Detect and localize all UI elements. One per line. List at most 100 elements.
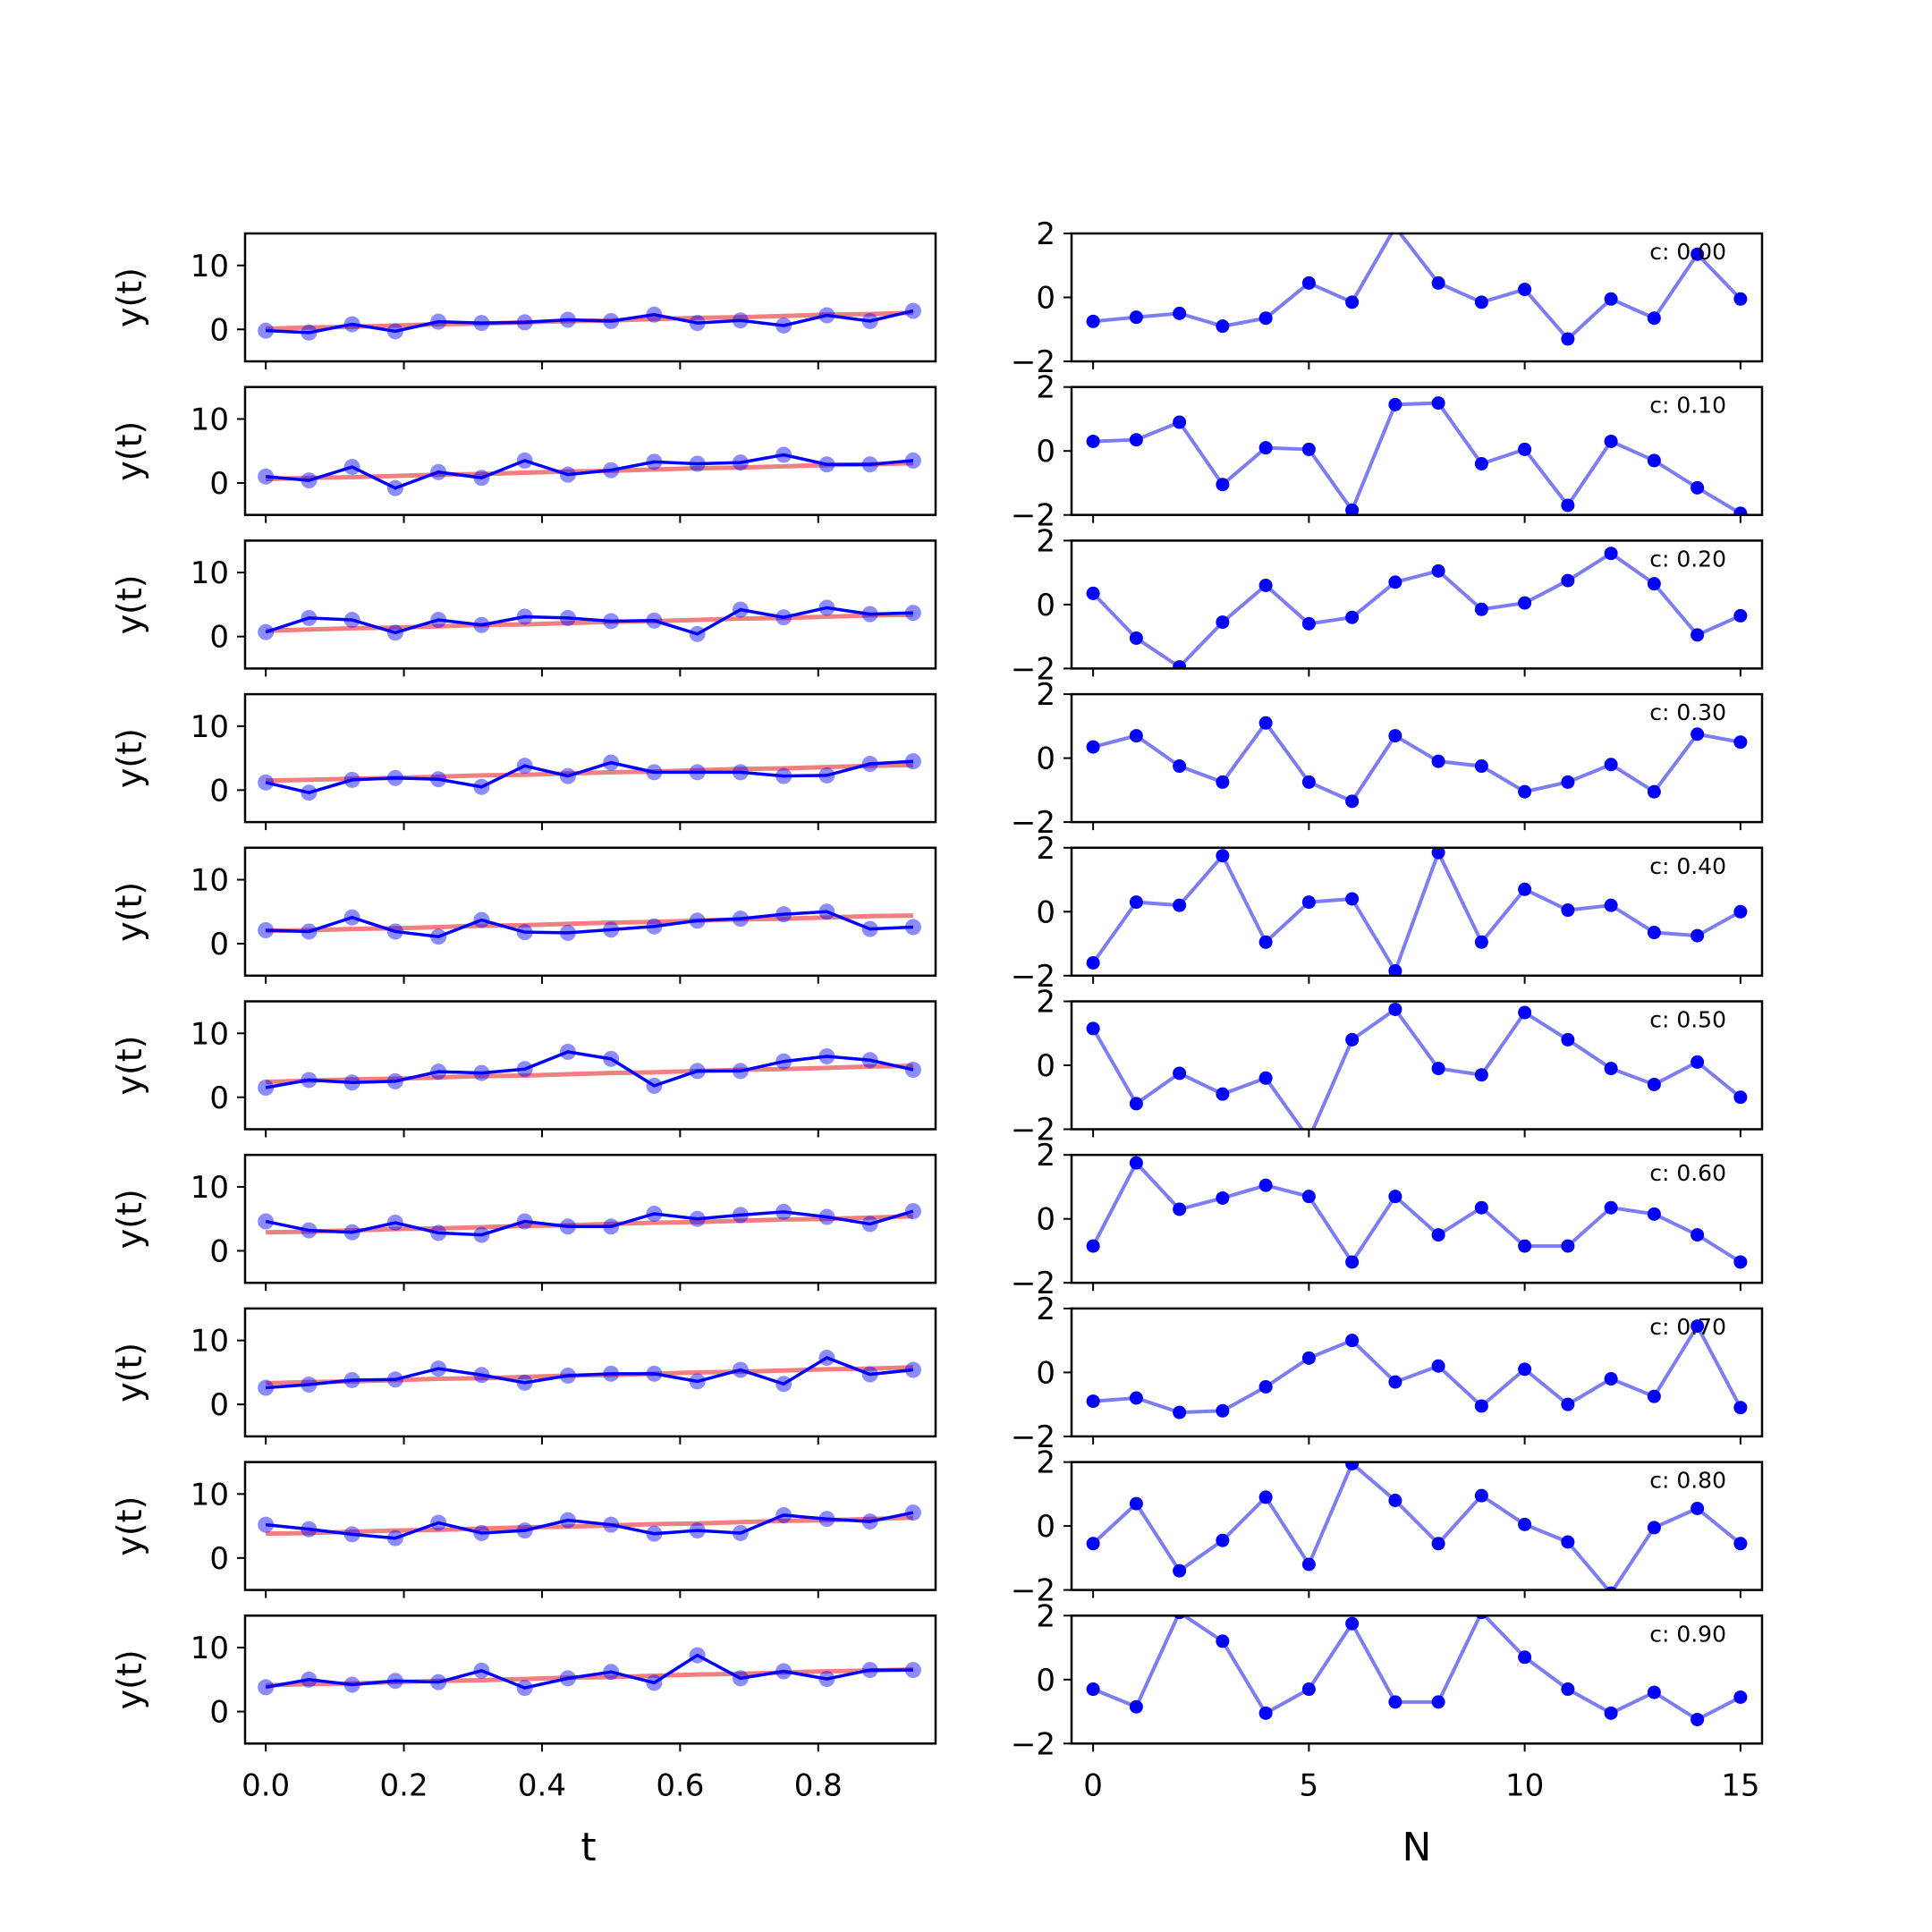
residual-line — [1092, 719, 1741, 804]
signal-subplot: 0 10 y(t) — [110, 1153, 937, 1292]
axes-frame — [243, 1000, 937, 1131]
y-tick-label: 10 — [191, 1016, 229, 1052]
residual-point — [1345, 503, 1360, 515]
y-tick-label: 2 — [1036, 1138, 1055, 1174]
plot-area — [258, 302, 921, 341]
residual-point — [1388, 963, 1402, 976]
axes-frame — [243, 1307, 937, 1438]
residual-point — [1129, 433, 1143, 447]
plot-area — [1086, 547, 1748, 669]
residual-point — [1733, 608, 1748, 623]
plot-area — [1086, 396, 1748, 515]
residual-point — [1173, 1563, 1187, 1578]
data-line — [266, 1356, 914, 1390]
residual-point — [1216, 1533, 1230, 1547]
y-tick-label: 10 — [191, 1477, 229, 1513]
residual-point — [1129, 1496, 1143, 1511]
residual-point — [1561, 498, 1575, 513]
residual-point — [1216, 1191, 1230, 1205]
residual-point — [1604, 1706, 1618, 1720]
residual-line — [1091, 848, 1741, 976]
plot-area — [1086, 1615, 1748, 1726]
x-tick-label: 5 — [1300, 1767, 1319, 1803]
residual-point — [1216, 775, 1230, 789]
residual-point — [1301, 616, 1316, 631]
y-tick-label: 10 — [191, 1170, 229, 1206]
residual-point — [1604, 292, 1618, 306]
signal-subplot: 0 10 y(t) — [110, 692, 937, 831]
residual-line — [1092, 233, 1742, 342]
y-tick-label: 0 — [209, 466, 229, 502]
residual-point — [1388, 575, 1402, 589]
residual-point — [1345, 892, 1360, 906]
data-line — [265, 1653, 913, 1690]
plot-area — [258, 446, 921, 496]
y-tick-label: 0 — [209, 1695, 229, 1731]
y-tick-label: 10 — [191, 1324, 229, 1360]
residual-point — [1561, 573, 1575, 588]
plot-area — [1086, 847, 1748, 976]
residual-point — [1431, 564, 1445, 578]
residual-point — [1561, 775, 1575, 789]
data-line — [265, 606, 913, 636]
axes-frame — [243, 1153, 937, 1284]
signal-subplot: 0 10 y(t) — [110, 1000, 937, 1138]
left-x-axis-label: t — [580, 1825, 596, 1870]
residual-point — [1474, 1068, 1488, 1082]
plot-area — [1086, 233, 1748, 346]
fit-line — [266, 1063, 913, 1085]
data-line — [265, 1050, 914, 1089]
y-tick-label: 0 — [1036, 741, 1055, 777]
residual-point — [1518, 1517, 1532, 1531]
residual-point — [1258, 716, 1273, 730]
residual-point — [1388, 1002, 1402, 1016]
residual-point — [1388, 397, 1402, 411]
residual-point — [1690, 1712, 1705, 1726]
residual-point — [1258, 441, 1273, 455]
plot-area — [258, 1647, 921, 1697]
residual-point — [1733, 904, 1748, 919]
residual-point — [1086, 740, 1100, 754]
residual-point — [1733, 1690, 1748, 1704]
residual-point — [1086, 956, 1100, 970]
residual-point — [1604, 1200, 1618, 1215]
residual-point — [1258, 1178, 1273, 1192]
residual-point — [1173, 415, 1187, 429]
y-tick-label: 10 — [191, 709, 229, 745]
fit-line — [266, 1214, 913, 1235]
y-tick-label: 0 — [209, 927, 229, 962]
plot-area — [1086, 1462, 1748, 1590]
y-tick-label: 2 — [1036, 985, 1055, 1021]
plot-area — [258, 599, 921, 642]
y-tick-label: 0 — [1036, 1509, 1055, 1545]
coefficient-annotation: c: 0.70 — [1649, 1314, 1726, 1340]
residual-subplot: c: 0.70 −2 0 2 — [1011, 1292, 1764, 1455]
residual-subplot: c: 0.00 −2 0 2 — [1011, 216, 1764, 380]
residual-point — [1431, 1062, 1445, 1076]
residual-point — [1345, 1334, 1360, 1348]
residual-point — [1647, 1207, 1661, 1221]
y-tick-label: −2 — [1011, 1573, 1055, 1609]
residual-point — [1604, 898, 1618, 912]
residual-point — [1518, 1650, 1532, 1665]
coefficient-annotation: c: 0.30 — [1649, 699, 1726, 725]
residual-point — [1345, 610, 1360, 624]
residual-point — [1216, 849, 1230, 863]
plot-area — [1086, 1319, 1748, 1419]
residual-line — [1092, 1615, 1741, 1722]
signal-subplot: 0 10 y(t) — [110, 1307, 937, 1445]
x-tick-label: 0.8 — [794, 1767, 843, 1803]
y-axis-label: y(t) — [110, 882, 149, 942]
y-tick-label: 10 — [191, 1631, 229, 1666]
residual-point — [1173, 1066, 1187, 1080]
residual-point — [1345, 1032, 1360, 1046]
y-tick-label: −2 — [1011, 651, 1055, 687]
y-tick-label: 0 — [209, 773, 229, 809]
residual-point — [1301, 895, 1316, 910]
residual-point — [1690, 727, 1705, 741]
residual-point — [1604, 434, 1618, 448]
coefficient-annotation: c: 0.60 — [1649, 1160, 1726, 1186]
data-line — [266, 309, 914, 335]
residual-point — [1647, 1077, 1661, 1091]
